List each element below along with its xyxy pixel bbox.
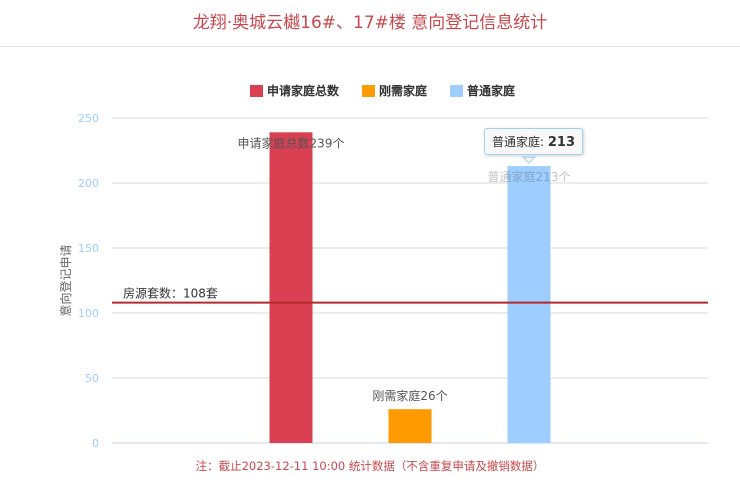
legend-swatch [362, 85, 375, 97]
legend-label: 刚需家庭 [379, 83, 427, 98]
legend-label: 普通家庭 [467, 83, 515, 98]
legend-label: 申请家庭总数 [267, 83, 340, 98]
reference-line-label: 房源套数：108套 [123, 286, 218, 301]
data-label: 普通家庭213个 [488, 169, 571, 184]
title-divider [0, 46, 740, 47]
hover-tooltip: 普通家庭: 213 [484, 128, 584, 156]
y-tick-label: 150 [78, 242, 99, 255]
tooltip-label: 普通家庭 [492, 135, 541, 150]
chart-title: 龙翔·奥城云樾16#、17#楼 意向登记信息统计 [192, 13, 548, 33]
y-tick-label: 50 [85, 372, 99, 385]
y-tick-label: 0 [92, 437, 99, 450]
chart-footnote: 注：截止2023-12-11 10:00 统计数据（不含重复申请及撤销数据） [195, 459, 545, 473]
data-label: 刚需家庭26个 [372, 388, 447, 403]
bar [507, 166, 551, 443]
bar [388, 409, 432, 443]
data-label: 申请家庭总数239个 [238, 135, 345, 150]
y-tick-label: 100 [78, 307, 99, 320]
tooltip-value: 213 [547, 135, 576, 151]
legend-swatch [450, 85, 463, 97]
y-tick-label: 250 [78, 112, 99, 125]
y-tick-label: 200 [78, 177, 99, 190]
legend-swatch [250, 85, 263, 97]
tooltip-caret [521, 156, 537, 164]
y-axis-title: 意向登记申请 [58, 244, 73, 316]
bar [269, 132, 313, 444]
